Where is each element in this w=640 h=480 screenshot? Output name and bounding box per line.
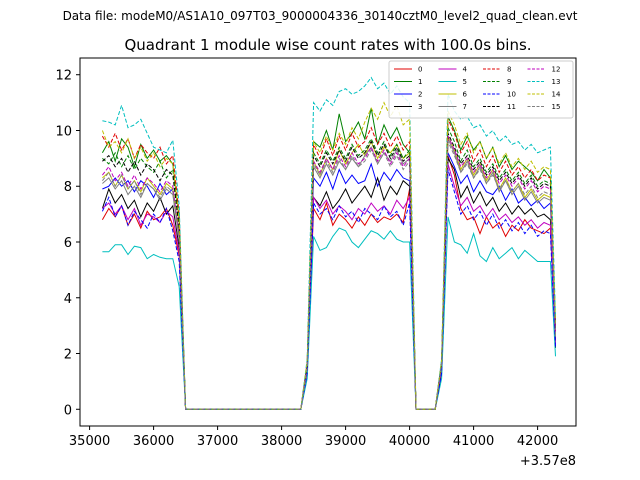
series-line-9	[102, 127, 556, 410]
legend-label-3: 3	[418, 103, 422, 111]
legend-label-12: 12	[552, 66, 561, 74]
series-line-14	[101, 101, 556, 410]
figure-suptitle: Data file: modeM0/AS1A10_097T03_90000043…	[63, 9, 578, 23]
series-line-10	[101, 169, 556, 410]
series-line-3	[101, 156, 556, 410]
series-line-11	[102, 133, 556, 410]
legend-label-1: 1	[418, 78, 422, 86]
y-tick-label: 8	[64, 180, 72, 195]
x-tick-label: 38000	[261, 434, 302, 449]
y-tick-label: 12	[55, 69, 72, 84]
x-tick-label: 37000	[197, 434, 238, 449]
y-tick-label: 10	[55, 124, 72, 139]
legend-label-8: 8	[507, 66, 511, 74]
y-tick-label: 0	[64, 403, 72, 418]
x-offset-label: +3.57e8	[520, 454, 576, 469]
series-line-4	[102, 163, 556, 410]
chart-title: Quadrant 1 module wise count rates with …	[124, 36, 531, 54]
legend-label-10: 10	[507, 91, 516, 99]
legend-label-13: 13	[552, 78, 561, 86]
axes-layer: 35000 36000 37000 38000 39000 40000 41000 42000…	[55, 69, 558, 449]
x-tick-label: 39000	[325, 434, 366, 449]
legend-label-7: 7	[463, 103, 467, 111]
legend-label-0: 0	[418, 66, 422, 74]
y-tick-label: 2	[64, 348, 72, 363]
legend-label-6: 6	[463, 91, 468, 99]
legend-label-5: 5	[463, 78, 467, 86]
series-line-7	[102, 138, 556, 410]
y-tick-label: 4	[64, 292, 72, 307]
x-tick-label: 41000	[453, 434, 494, 449]
legend-label-2: 2	[418, 91, 422, 99]
x-tick-label: 36000	[133, 434, 174, 449]
x-tick-label: 35000	[69, 434, 110, 449]
series-line-5	[102, 216, 556, 410]
legend-box	[388, 60, 574, 119]
x-tick-label: 40000	[389, 434, 430, 449]
series-line-8	[101, 119, 556, 410]
legend-label-14: 14	[552, 91, 561, 99]
legend-label-9: 9	[507, 78, 511, 86]
x-tick-label: 42000	[517, 434, 558, 449]
legend-label-15: 15	[552, 103, 561, 111]
legend-label-4: 4	[463, 66, 468, 74]
series-layer	[101, 76, 556, 410]
y-tick-label: 6	[64, 236, 72, 251]
legend-label-11: 11	[507, 103, 516, 111]
series-line-13	[102, 76, 556, 410]
series-line-15	[102, 141, 556, 410]
